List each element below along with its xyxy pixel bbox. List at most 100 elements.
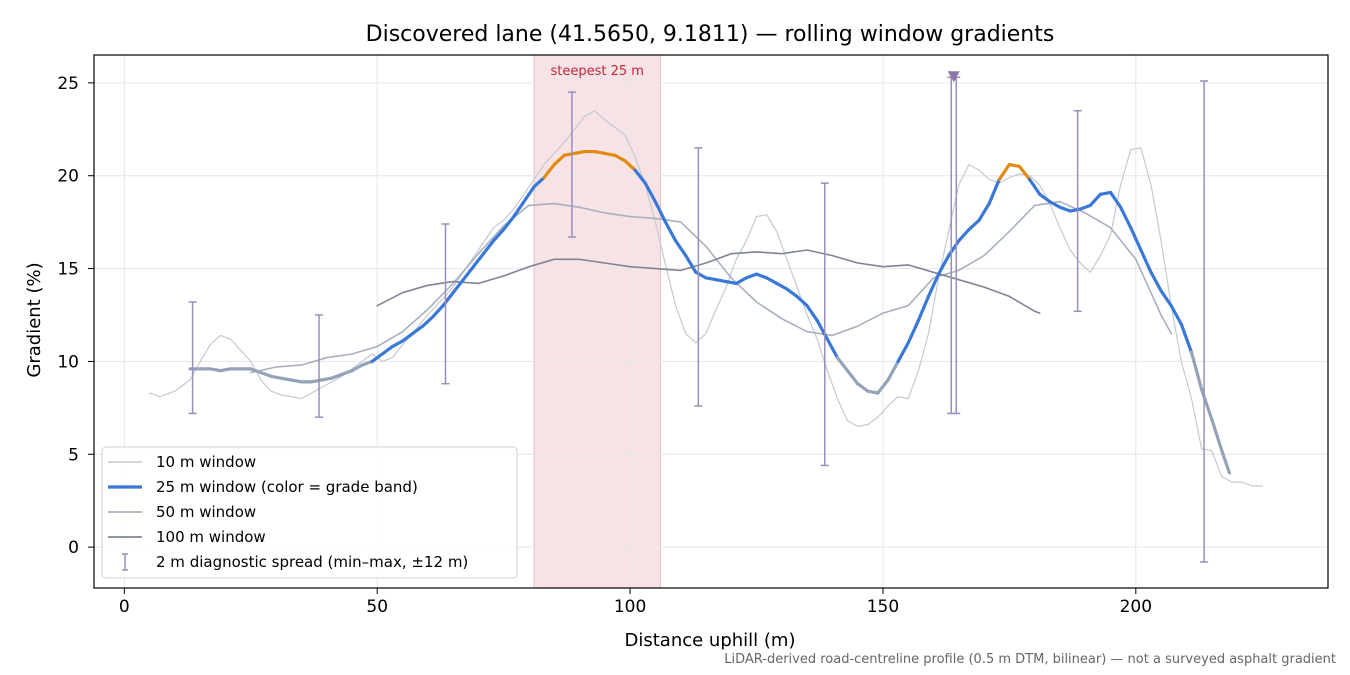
- series-line-25m-segment: [360, 359, 374, 367]
- series-line-25m-segment: [704, 276, 718, 282]
- footnote: LiDAR-derived road-centreline profile (0…: [724, 652, 1336, 667]
- series-line-25m-segment: [815, 318, 829, 341]
- series-line-25m-segment: [866, 389, 880, 395]
- x-tick-label: 100: [614, 597, 646, 617]
- series-line-25m-segment: [350, 363, 364, 373]
- diagnostic-spread-bar: [188, 301, 197, 415]
- legend-label: 50 m window: [156, 503, 256, 521]
- series-line-25m-segment: [400, 331, 415, 343]
- diagnostic-spread-bar: [567, 91, 576, 238]
- series-line-25m-segment: [754, 272, 769, 280]
- series-line-25m-segment: [1108, 190, 1123, 209]
- series-line-25m-segment: [441, 291, 455, 308]
- series-line-25m-segment: [1139, 248, 1153, 274]
- series-line-25m-segment: [411, 324, 425, 336]
- y-axis-label: Gradient (%): [24, 262, 45, 377]
- series-line-25m-segment: [997, 162, 1011, 182]
- series-line-25m-segment: [502, 214, 516, 232]
- steepest-band-label: steepest 25 m: [550, 64, 643, 79]
- x-tick-label: 150: [867, 597, 899, 617]
- series-line-25m-segment: [1210, 417, 1224, 453]
- diagnostic-spread-bar: [441, 223, 450, 385]
- y-tick-label: 15: [57, 260, 79, 280]
- series-line-25m-segment: [1058, 205, 1072, 213]
- series-line-25m-segment: [1068, 207, 1082, 213]
- series-line-25m-segment: [1149, 270, 1163, 293]
- series-line-25m-segment: [936, 253, 951, 276]
- series-line-100m: [376, 249, 1041, 314]
- series-line-25m-segment: [1199, 387, 1214, 421]
- series-line-25m-segment: [987, 177, 1001, 206]
- series-line-25m-segment: [1129, 226, 1143, 252]
- series-line-25m-segment: [805, 304, 819, 323]
- series-line-25m-segment: [714, 278, 728, 284]
- series-line-25m-segment: [876, 378, 890, 395]
- series-line-25m-segment: [259, 370, 273, 378]
- series-line-25m-segment: [421, 315, 435, 328]
- series-line-25m-segment: [734, 276, 749, 286]
- series-line-25m-segment: [1119, 205, 1133, 230]
- y-tick-label: 25: [57, 74, 79, 94]
- x-tick-label: 50: [366, 597, 388, 617]
- y-tick-label: 10: [57, 352, 79, 372]
- series-line-25m-segment: [947, 239, 961, 258]
- diagnostic-spread-bar: [1073, 109, 1082, 313]
- series-line-25m-segment: [593, 149, 607, 156]
- series-line-25m-segment: [1169, 304, 1183, 326]
- legend-label: 100 m window: [156, 528, 266, 546]
- x-axis-label: Distance uphill (m): [625, 630, 796, 651]
- series-line-25m-segment: [1028, 177, 1042, 196]
- series-line-25m-segment: [673, 239, 688, 258]
- series-line-25m-segment: [765, 276, 779, 286]
- diagnostic-spread-bar: [952, 76, 961, 415]
- series-line-25m-segment: [542, 162, 556, 180]
- steepest-band: [533, 54, 661, 589]
- series-line-25m-segment: [886, 359, 900, 382]
- series-line-25m-segment: [552, 153, 566, 167]
- series-line-25m-segment: [896, 341, 910, 364]
- series-line-25m-segment: [663, 220, 678, 243]
- plot-area: steepest 25 m 0 50 100 150 200 0 5 10 15 20 25 10 m …: [57, 54, 1329, 617]
- series-line-25m-segment: [643, 181, 657, 204]
- series-line-25m-segment: [957, 227, 971, 243]
- marker-triangle: [947, 71, 960, 83]
- series-line-25m-segment: [218, 367, 233, 373]
- legend-box: [101, 446, 518, 579]
- series-line-25m-segment: [491, 227, 506, 243]
- series-line-25m-segment: [481, 239, 496, 256]
- diagnostic-spread-bar: [694, 147, 703, 407]
- series-line-25m-segment: [249, 367, 263, 375]
- series-line-25m-segment: [512, 200, 526, 219]
- series-line-25m-segment: [319, 376, 334, 382]
- series-line-25m-segment: [835, 356, 850, 373]
- series-line-25m-segment: [289, 378, 303, 384]
- series-line-25m-segment: [926, 272, 941, 299]
- y-tick-label: 5: [68, 445, 79, 465]
- series-line-25m-segment: [795, 294, 809, 308]
- plot-frame: [93, 54, 1329, 589]
- y-tick-label: 20: [57, 167, 79, 187]
- series-line-25m-segment: [653, 200, 668, 224]
- series-line-50m: [250, 200, 1172, 374]
- series-line-25m-segment: [431, 304, 445, 319]
- x-tick-label: 0: [119, 597, 130, 617]
- legend-label: 10 m window: [156, 453, 256, 471]
- x-tick-label: 200: [1120, 597, 1152, 617]
- legend-label: 25 m window (color = grade band): [156, 478, 418, 496]
- series-line-25m-segment: [1098, 190, 1113, 196]
- series-line-25m-segment: [1220, 448, 1231, 475]
- series-line-25m-segment: [977, 201, 991, 222]
- series-line-25m-segment: [1038, 192, 1052, 204]
- series-line-25m-segment: [785, 287, 799, 299]
- diagnostic-spread-bar: [315, 314, 324, 418]
- series-line-25m-segment: [370, 352, 384, 364]
- series-line-25m-segment: [330, 372, 344, 380]
- series-line-25m-segment: [856, 382, 870, 393]
- series-line-25m-segment: [390, 339, 405, 349]
- series-line-25m-segment: [1017, 164, 1032, 182]
- series-line-25m-segment: [724, 279, 738, 286]
- y-tick-label: 0: [68, 538, 79, 558]
- series-line-25m-segment: [775, 281, 789, 291]
- series-line-25m-segment: [1088, 192, 1103, 208]
- series-line-25m-segment: [522, 185, 536, 204]
